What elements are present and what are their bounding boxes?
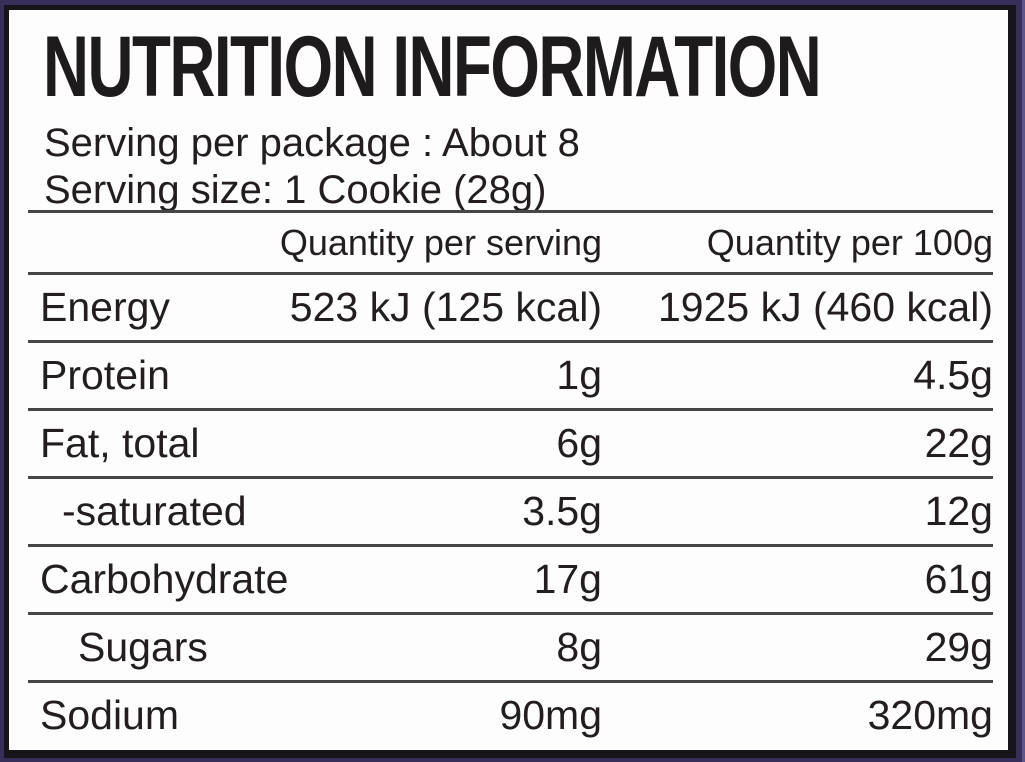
nutrient-per-100g: 22g xyxy=(924,420,993,466)
nutrient-name: Fat, total xyxy=(40,420,200,466)
nutrition-label: NUTRITION INFORMATION Serving per packag… xyxy=(4,5,1016,758)
nutrient-name: Protein xyxy=(40,352,170,398)
table-row: Sugars 8g 29g xyxy=(28,612,993,680)
nutrient-name: Sugars xyxy=(78,624,208,670)
table-row: Fat, total 6g 22g xyxy=(28,408,993,476)
nutrient-per-serving: 1g xyxy=(556,352,602,398)
nutrient-per-serving: 17g xyxy=(533,556,602,602)
table-body: Energy 523 kJ (125 kcal) 1925 kJ (460 kc… xyxy=(28,272,993,748)
photo-edge-highlight xyxy=(1022,0,1025,762)
label-title: NUTRITION INFORMATION xyxy=(43,19,822,115)
nutrient-name: Carbohydrate xyxy=(40,556,289,602)
nutrient-name: Sodium xyxy=(40,692,180,738)
nutrient-per-serving: 523 kJ (125 kcal) xyxy=(289,284,602,330)
nutrient-name: Energy xyxy=(40,284,170,330)
nutrient-name: -saturated xyxy=(62,488,247,534)
nutrient-per-100g: 1925 kJ (460 kcal) xyxy=(657,284,993,330)
nutrient-per-100g: 4.5g xyxy=(913,352,993,398)
nutrient-per-100g: 29g xyxy=(924,624,993,670)
nutrition-table: Quantity per serving Quantity per 100g E… xyxy=(28,210,993,748)
nutrient-per-100g: 12g xyxy=(924,488,993,534)
serving-per-package: Serving per package : About 8 xyxy=(44,121,580,165)
serving-info: Serving per package : About 8 Serving si… xyxy=(44,120,1008,214)
nutrient-per-serving: 8g xyxy=(556,624,602,670)
column-header-per-100g: Quantity per 100g xyxy=(706,221,993,263)
table-row: Carbohydrate 17g 61g xyxy=(28,544,993,612)
nutrient-per-100g: 320mg xyxy=(867,692,993,738)
table-header-row: Quantity per serving Quantity per 100g xyxy=(28,210,993,272)
table-row: Energy 523 kJ (125 kcal) 1925 kJ (460 kc… xyxy=(28,272,993,340)
nutrient-per-serving: 6g xyxy=(556,420,602,466)
serving-size: Serving size: 1 Cookie (28g) xyxy=(44,168,547,212)
column-header-per-serving: Quantity per serving xyxy=(279,221,602,263)
nutrient-per-serving: 90mg xyxy=(499,692,602,738)
nutrient-per-100g: 61g xyxy=(924,556,993,602)
table-row: Protein 1g 4.5g xyxy=(28,340,993,408)
nutrient-per-serving: 3.5g xyxy=(522,488,602,534)
table-row: Sodium 90mg 320mg xyxy=(28,680,993,748)
table-row: -saturated 3.5g 12g xyxy=(28,476,993,544)
